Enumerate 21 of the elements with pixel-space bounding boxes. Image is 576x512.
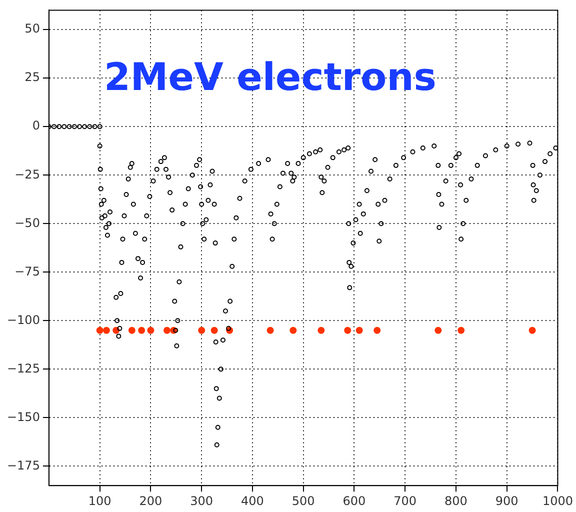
x-tick-label: 700	[394, 494, 417, 508]
x-tick-label: 900	[495, 494, 518, 508]
y-tick-label: −75	[14, 264, 40, 278]
x-tick-label: 1000	[542, 494, 574, 508]
x-tick-label: 300	[190, 494, 214, 508]
y-tick-label: 50	[24, 22, 40, 36]
x-tick-label: 500	[292, 494, 315, 508]
text: 2MeV electrons	[104, 55, 436, 100]
x-tick-label: 600	[342, 494, 366, 508]
y-tick-label: −50	[14, 216, 40, 230]
x-tick-label: 800	[444, 494, 468, 508]
y-tick-label: 0	[32, 118, 40, 133]
y-tick-label: 25	[24, 70, 40, 84]
y-tick-label: −175	[6, 458, 40, 472]
y-tick-label: −125	[6, 361, 40, 376]
x-tick-label: 100	[88, 494, 112, 508]
y-tick-label: −100	[6, 312, 40, 327]
x-tick-label: 400	[241, 494, 264, 508]
x-tick-label: 200	[139, 494, 162, 508]
y-tick-label: −150	[6, 410, 40, 424]
y-tick-label: −25	[14, 167, 40, 182]
